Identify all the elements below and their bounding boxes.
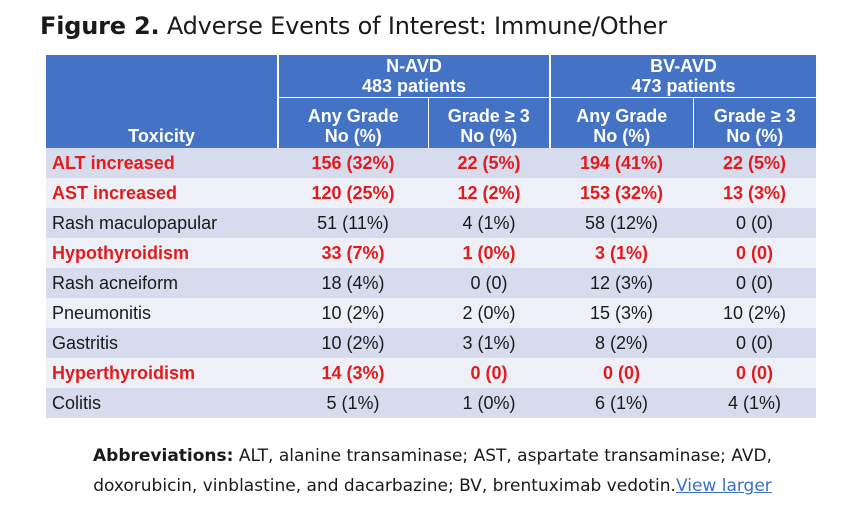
view-larger-link[interactable]: View larger: [675, 476, 772, 496]
value-cell: 22 (5%): [428, 148, 551, 178]
value-cell: 0 (0): [693, 328, 817, 358]
subheader-line1: Any Grade: [307, 106, 399, 126]
table-row: ALT increased 156 (32%) 22 (5%) 194 (41%) 22…: [46, 148, 817, 178]
abbreviations-label: Abbreviations:: [93, 446, 234, 466]
toxicity-cell: Hyperthyroidism: [46, 358, 278, 388]
value-cell: 14 (3%): [278, 358, 428, 388]
adverse-events-table: Toxicity N-AVD 483 patients BV-AVD 473 p…: [46, 55, 817, 418]
subheader-n-avd-grade3: Grade ≥ 3 No (%): [427, 97, 551, 148]
value-cell: 3 (1%): [550, 238, 694, 268]
group-patients: 483 patients: [361, 76, 467, 96]
figure-title: Figure 2. Adverse Events of Interest: Im…: [40, 11, 667, 41]
value-cell: 6 (1%): [550, 388, 694, 418]
toxicity-cell: Gastritis: [46, 328, 278, 358]
toxicity-column-header: Toxicity: [46, 55, 278, 148]
table-row: Rash acneiform 18 (4%) 0 (0) 12 (3%) 0 (0): [46, 268, 817, 298]
value-cell: 51 (11%): [278, 208, 428, 238]
value-cell: 5 (1%): [278, 388, 428, 418]
adverse-events-table-container: Toxicity N-AVD 483 patients BV-AVD 473 p…: [46, 55, 817, 418]
group-name: BV-AVD: [650, 56, 717, 76]
toxicity-cell: Hypothyroidism: [46, 238, 278, 268]
table-row: Rash maculopapular 51 (11%) 4 (1%) 58 (12%)…: [46, 208, 817, 238]
value-cell: 10 (2%): [278, 298, 428, 328]
subheader-line2: No (%): [324, 126, 382, 146]
value-cell: 0 (0): [693, 238, 817, 268]
value-cell: 156 (32%): [278, 148, 428, 178]
value-cell: 0 (0): [693, 208, 817, 238]
group-name: N-AVD: [386, 56, 442, 76]
subheader-line1: Grade ≥ 3: [447, 106, 530, 126]
value-cell: 18 (4%): [278, 268, 428, 298]
subheader-n-avd-any-grade: Any Grade No (%): [277, 97, 428, 148]
subheader-bv-avd-any-grade: Any Grade No (%): [549, 97, 694, 148]
value-cell: 0 (0): [550, 358, 694, 388]
abbreviations-line-1: Abbreviations: ALT, alanine transaminase…: [0, 441, 865, 471]
value-cell: 22 (5%): [693, 148, 817, 178]
value-cell: 12 (3%): [550, 268, 694, 298]
table-row: Colitis 5 (1%) 1 (0%) 6 (1%) 4 (1%): [46, 388, 817, 418]
subheader-line2: No (%): [460, 126, 518, 146]
abbreviations-line-2: doxorubicin, vinblastine, and dacarbazin…: [0, 471, 865, 501]
subheader-line2: No (%): [593, 126, 651, 146]
value-cell: 4 (1%): [428, 208, 551, 238]
toxicity-cell: Rash maculopapular: [46, 208, 278, 238]
value-cell: 0 (0): [428, 358, 551, 388]
figure-caption: Adverse Events of Interest: Immune/Other: [166, 12, 667, 40]
subheader-line2: No (%): [726, 126, 784, 146]
value-cell: 8 (2%): [550, 328, 694, 358]
abbreviations-text-1: ALT, alanine transaminase; AST, aspartat…: [238, 446, 772, 466]
value-cell: 15 (3%): [550, 298, 694, 328]
abbreviations-note: Abbreviations: ALT, alanine transaminase…: [0, 441, 865, 501]
value-cell: 194 (41%): [550, 148, 694, 178]
value-cell: 3 (1%): [428, 328, 551, 358]
value-cell: 33 (7%): [278, 238, 428, 268]
toxicity-cell: ALT increased: [46, 148, 278, 178]
subheader-line1: Any Grade: [576, 106, 668, 126]
table-row: Gastritis 10 (2%) 3 (1%) 8 (2%) 0 (0): [46, 328, 817, 358]
value-cell: 58 (12%): [550, 208, 694, 238]
value-cell: 0 (0): [693, 358, 817, 388]
value-cell: 0 (0): [428, 268, 551, 298]
value-cell: 2 (0%): [428, 298, 551, 328]
value-cell: 13 (3%): [693, 178, 817, 208]
group-patients: 473 patients: [631, 76, 736, 96]
table-row: AST increased 120 (25%) 12 (2%) 153 (32%) 13…: [46, 178, 817, 208]
value-cell: 4 (1%): [693, 388, 817, 418]
value-cell: 153 (32%): [550, 178, 694, 208]
figure-number: Figure 2.: [40, 12, 160, 40]
abbreviations-text-2: doxorubicin, vinblastine, and dacarbazin…: [93, 476, 676, 496]
value-cell: 1 (0%): [428, 388, 551, 418]
table-row: Pneumonitis 10 (2%) 2 (0%) 15 (3%) 10 (2%): [46, 298, 817, 328]
value-cell: 10 (2%): [693, 298, 817, 328]
group-header-bv-avd: BV-AVD 473 patients: [549, 55, 817, 98]
value-cell: 12 (2%): [428, 178, 551, 208]
toxicity-cell: Rash acneiform: [46, 268, 278, 298]
toxicity-cell: AST increased: [46, 178, 278, 208]
group-header-n-avd: N-AVD 483 patients: [276, 55, 551, 98]
value-cell: 1 (0%): [428, 238, 551, 268]
value-cell: 120 (25%): [278, 178, 428, 208]
toxicity-cell: Colitis: [46, 388, 278, 418]
value-cell: 0 (0): [693, 268, 817, 298]
table-body: ALT increased 156 (32%) 22 (5%) 194 (41%) 22…: [46, 148, 817, 418]
table-row: Hypothyroidism 33 (7%) 1 (0%) 3 (1%) 0 (0): [46, 238, 817, 268]
value-cell: 10 (2%): [278, 328, 428, 358]
toxicity-cell: Pneumonitis: [46, 298, 278, 328]
table-row: Hyperthyroidism 14 (3%) 0 (0) 0 (0) 0 (0): [46, 358, 817, 388]
subheader-bv-avd-grade3: Grade ≥ 3 No (%): [692, 97, 817, 148]
subheader-line1: Grade ≥ 3: [713, 106, 796, 126]
